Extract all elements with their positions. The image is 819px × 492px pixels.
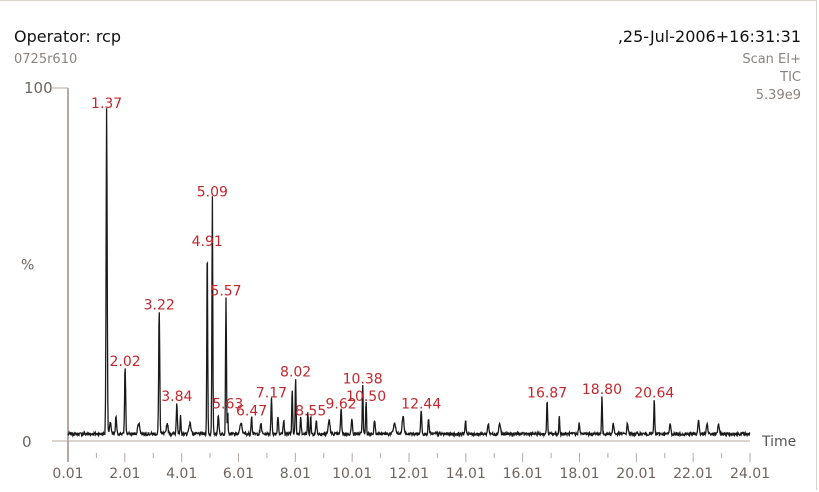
peak-label: 8.02 (280, 365, 311, 381)
y-tick-label-0: 0 (22, 433, 32, 451)
x-tick-label: 6.01 (223, 466, 254, 482)
peak-label: 3.22 (144, 297, 175, 313)
x-tick-label: 4.01 (166, 466, 197, 482)
x-tick-label: 12.01 (389, 466, 429, 482)
peak-label: 18.80 (582, 382, 622, 398)
peak-label: 5.57 (210, 283, 241, 299)
peak-label: 5.09 (197, 184, 228, 200)
intensity-scale: 5.39e9 (755, 88, 801, 103)
peak-label: 3.84 (161, 389, 192, 405)
y-tick-label-100: 100 (24, 79, 53, 97)
operator-label: Operator: rcp (14, 27, 121, 46)
peak-label: 4.91 (192, 234, 223, 250)
peak-label: 1.37 (91, 96, 122, 112)
x-tick-label: 10.01 (332, 466, 372, 482)
chart-axes: 100% 0 0.01 2.01 4.01 6.01 8.01 10.01 12.01 14.01… (21, 79, 796, 482)
peak-label: 8.55 (295, 403, 326, 419)
peak-label: 5.63 (212, 396, 243, 412)
x-tick-label: 0.01 (52, 466, 83, 482)
x-tick-label: 2.01 (109, 466, 140, 482)
peak-label: 10.50 (346, 389, 386, 405)
peak-labels: 1.37 2.02 3.22 3.84 4.91 5.09 5.57 5.636.477.17… (91, 96, 674, 419)
peak-label: 12.44 (401, 396, 441, 412)
x-tick-label: 20.01 (616, 466, 656, 482)
x-tick-label: 8.01 (280, 466, 311, 482)
peak-label: 16.87 (527, 386, 567, 402)
x-tick-label: 18.01 (559, 466, 599, 482)
peak-label: 9.62 (325, 396, 356, 412)
acquisition-datetime: ,25-Jul-2006+16:31:31 (617, 27, 801, 46)
trace-type: TIC (780, 70, 801, 85)
scan-mode: Scan EI+ (742, 52, 801, 67)
peak-label: 2.02 (110, 354, 141, 370)
peak-label: 7.17 (256, 386, 287, 402)
x-tick-label: 16.01 (503, 466, 543, 482)
x-tick-label: 24.01 (730, 466, 770, 482)
x-axis-label: Time (761, 434, 796, 450)
tic-trace (67, 108, 751, 438)
x-tick-label: 22.01 (673, 466, 713, 482)
x-tick-label: 14.01 (446, 466, 486, 482)
peak-label: 6.47 (236, 403, 267, 419)
peak-label: 10.38 (343, 372, 383, 388)
peak-label: 20.64 (634, 386, 674, 402)
y-axis-label: % (21, 258, 34, 274)
sample-id: 0725r610 (14, 52, 78, 67)
